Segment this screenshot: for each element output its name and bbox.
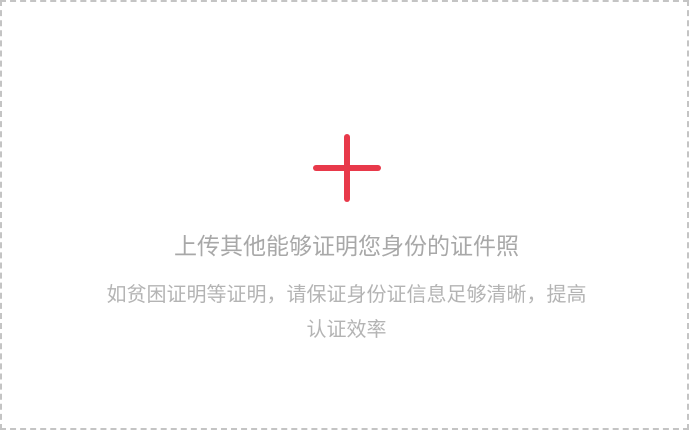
plus-icon-vertical-bar xyxy=(344,134,350,202)
upload-description: 如贫困证明等证明，请保证身份证信息足够清晰，提高认证效率 xyxy=(106,282,587,341)
plus-icon[interactable] xyxy=(313,134,381,202)
upload-title: 上传其他能够证明您身份的证件照 xyxy=(174,234,519,260)
